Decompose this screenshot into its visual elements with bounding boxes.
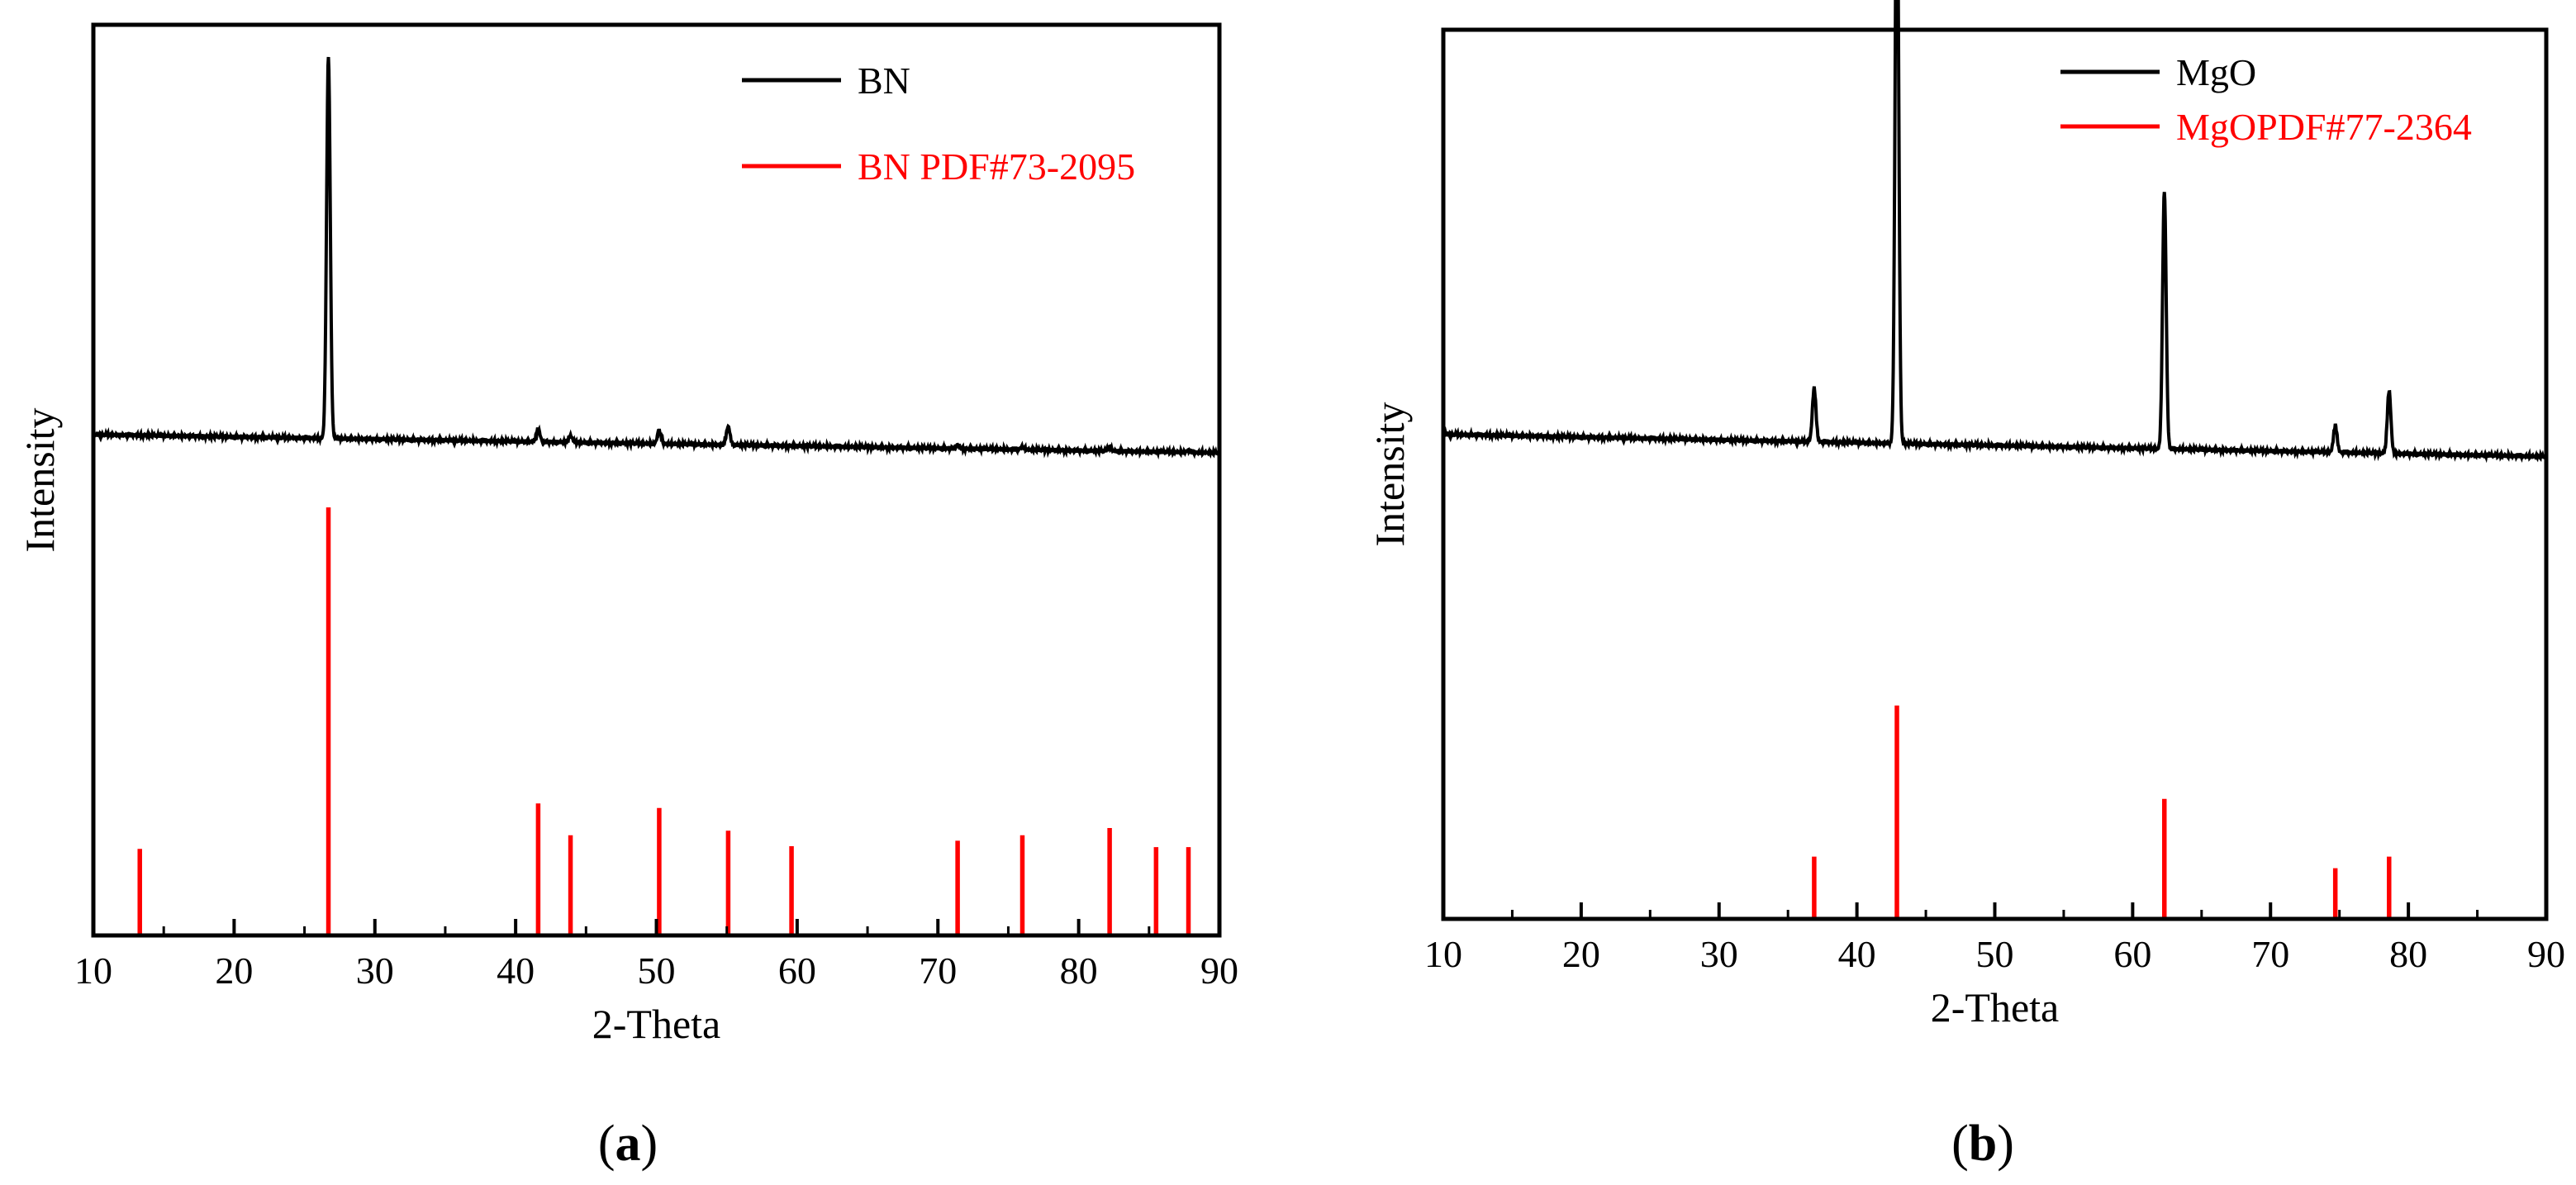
series-line-a-0 (92, 56, 1221, 460)
x-axis-label-b: 2-Theta (1931, 984, 2059, 1030)
x-tick-label-b-0: 10 (1424, 933, 1462, 975)
y-axis-label-b: Intensity (1366, 402, 1413, 547)
x-tick-label-b-7: 80 (2389, 933, 2427, 975)
series-line-b-0 (1442, 0, 2548, 464)
x-tick-label-a-4: 50 (638, 949, 676, 992)
panel-label-b: (b) (1951, 1116, 2014, 1172)
y-axis-label-a: Intensity (17, 408, 63, 553)
legend-text-a-0: BN (858, 59, 910, 102)
chart-panel-b: 10 20 30 40 50 60 70 80 90 2-Theta Intensity MgO MgO… (1366, 0, 2565, 1172)
legend-text-b-1: MgOPDF#77-2364 (2176, 106, 2472, 148)
x-tick-label-b-2: 30 (1700, 933, 1738, 975)
x-tick-label-b-5: 60 (2113, 933, 2151, 975)
x-tick-label-b-3: 40 (1838, 933, 1876, 975)
x-tick-label-a-5: 60 (778, 949, 816, 992)
legend-text-b-0: MgO (2176, 51, 2256, 93)
panel-label-a: (a) (598, 1116, 658, 1172)
legend-text-a-1: BN PDF#73-2095 (858, 145, 1135, 188)
x-tick-label-b-8: 90 (2527, 933, 2565, 975)
x-tick-label-b-1: 20 (1562, 933, 1600, 975)
x-tick-label-a-3: 40 (497, 949, 535, 992)
x-tick-label-b-6: 70 (2251, 933, 2289, 975)
x-tick-label-a-2: 30 (356, 949, 394, 992)
x-tick-label-a-6: 70 (919, 949, 957, 992)
x-tick-label-a-8: 90 (1200, 949, 1238, 992)
x-tick-label-a-1: 20 (215, 949, 253, 992)
x-axis-label-a: 2-Theta (592, 1001, 720, 1047)
plot-frame-b (1441, 27, 2549, 921)
x-tick-label-b-4: 50 (1976, 933, 2014, 975)
x-tick-label-a-7: 80 (1060, 949, 1098, 992)
chart-panel-a: 10 20 30 40 50 60 70 80 90 2-Theta Intensity BN BN P… (17, 22, 1238, 1172)
x-tick-label-a-0: 10 (74, 949, 112, 992)
